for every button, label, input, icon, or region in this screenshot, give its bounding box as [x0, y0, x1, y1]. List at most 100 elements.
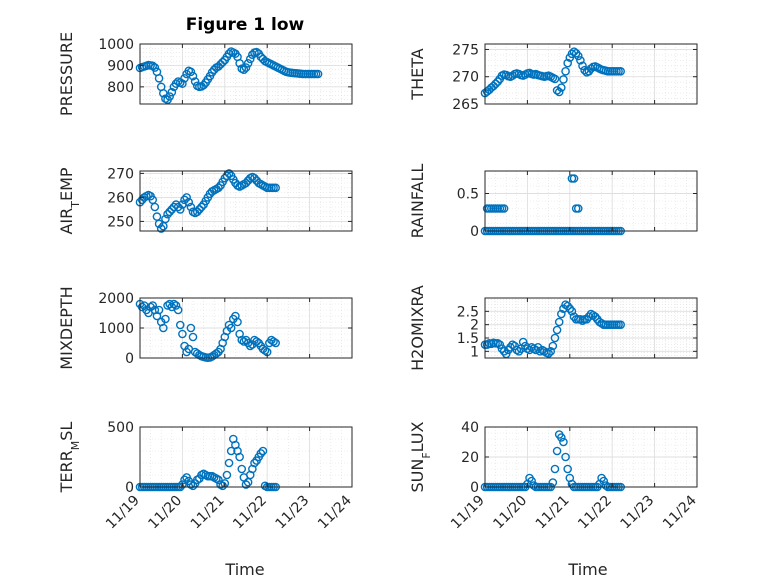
x-axis-label-left: Time	[224, 560, 264, 579]
data-point	[245, 341, 255, 351]
y-tick-label: 275	[452, 42, 479, 58]
subplot-air_temp: 250 260 270 AIRTEMP	[57, 166, 353, 235]
y-tick-label: 40	[461, 420, 479, 436]
data-point	[184, 197, 194, 207]
y-tick-label: 1.5	[457, 331, 479, 347]
data-point	[156, 224, 166, 233]
data-point	[186, 202, 196, 212]
data-point	[224, 169, 234, 178]
data-point	[252, 337, 261, 346]
data-point	[165, 92, 174, 101]
data-point	[578, 61, 587, 71]
data-point	[546, 347, 556, 356]
data-point	[167, 87, 177, 97]
series-markers	[480, 47, 625, 98]
data-point	[554, 87, 564, 97]
subplot-sun_flux: 0 20 40 11/19 11/20 11/21 11/22 11/23 11/24 SUNFL…	[408, 420, 700, 532]
data-point	[148, 301, 158, 310]
data-point	[163, 209, 172, 219]
y-tick-label: 900	[107, 58, 134, 74]
series-markers	[135, 169, 280, 233]
data-point	[235, 58, 244, 68]
x-tick-label: 11/23	[273, 493, 313, 533]
data-point	[237, 464, 247, 474]
data-point	[271, 338, 280, 348]
data-point	[188, 481, 198, 491]
data-point	[250, 458, 259, 468]
y-axis-label: SUNFLUX	[408, 421, 433, 492]
figure-title: Figure 1 low	[186, 15, 305, 35]
y-tick-label: 250	[107, 214, 134, 230]
subplot-pressure: 800 900 1000 PRESSURE	[57, 32, 353, 116]
data-point	[559, 437, 568, 447]
data-point	[616, 66, 625, 76]
data-point	[150, 63, 160, 72]
data-point	[499, 204, 509, 213]
data-point	[226, 446, 236, 456]
axes-box	[139, 170, 353, 232]
x-axis-label-right: Time	[567, 560, 607, 579]
y-tick-label: 2.5	[457, 304, 479, 320]
x-tick-label: 11/19	[448, 493, 488, 533]
data-point	[192, 349, 202, 358]
y-tick-label: 260	[107, 190, 134, 206]
data-point	[188, 71, 198, 81]
x-tick-label: 11/24	[660, 492, 700, 532]
subplot-mixdepth: 0 1000 2000 MIXDEPTH	[57, 286, 353, 370]
y-tick-label: 0	[470, 224, 479, 240]
data-point	[154, 305, 164, 315]
data-point	[218, 481, 227, 491]
data-point	[173, 202, 183, 212]
data-point	[252, 47, 261, 57]
data-point	[214, 183, 223, 193]
y-tick-label: 265	[452, 97, 479, 113]
data-point	[192, 207, 202, 217]
data-point	[557, 83, 566, 92]
y-tick-label: 0	[125, 480, 134, 496]
data-point	[169, 299, 179, 309]
data-point	[260, 346, 270, 355]
axes-box	[484, 297, 698, 359]
data-point	[173, 305, 183, 315]
data-point	[554, 317, 564, 327]
data-point	[180, 73, 189, 83]
data-point	[239, 337, 249, 346]
data-point	[548, 341, 558, 351]
axes-box	[139, 426, 353, 488]
y-axis-label: RAINFALL	[408, 164, 427, 239]
data-point	[159, 323, 168, 333]
x-tick-label: 11/20	[145, 493, 185, 533]
data-point	[150, 202, 160, 212]
data-point	[559, 75, 568, 84]
data-point	[212, 349, 221, 358]
data-point	[550, 333, 560, 343]
data-point	[180, 195, 189, 205]
data-point	[245, 54, 255, 64]
data-point	[616, 320, 625, 329]
y-tick-label: 2	[470, 318, 479, 334]
data-point	[154, 73, 164, 83]
data-point	[569, 47, 579, 56]
data-point	[171, 200, 181, 209]
subplot-h2omixra: 11.522.5 H2OMIXRA	[408, 285, 698, 371]
x-tick-label: 11/24	[315, 492, 355, 532]
y-tick-label: 0	[125, 351, 134, 367]
y-tick-label: 0	[470, 480, 479, 496]
y-tick-label: 270	[452, 70, 479, 86]
data-point	[491, 79, 500, 89]
data-point	[195, 205, 204, 214]
data-point	[573, 204, 583, 213]
data-point	[186, 323, 196, 333]
y-axis-label: AIRTEMP	[57, 167, 82, 234]
data-point	[207, 67, 217, 77]
y-tick-label: 270	[107, 166, 134, 182]
data-point	[161, 214, 170, 224]
data-point	[241, 63, 251, 72]
data-point	[161, 314, 170, 324]
data-point	[154, 219, 164, 229]
axes-box	[484, 43, 698, 105]
x-tick-label: 11/23	[618, 493, 658, 533]
data-point	[171, 301, 181, 310]
data-point	[563, 464, 572, 474]
x-tick-label: 11/21	[533, 493, 573, 533]
